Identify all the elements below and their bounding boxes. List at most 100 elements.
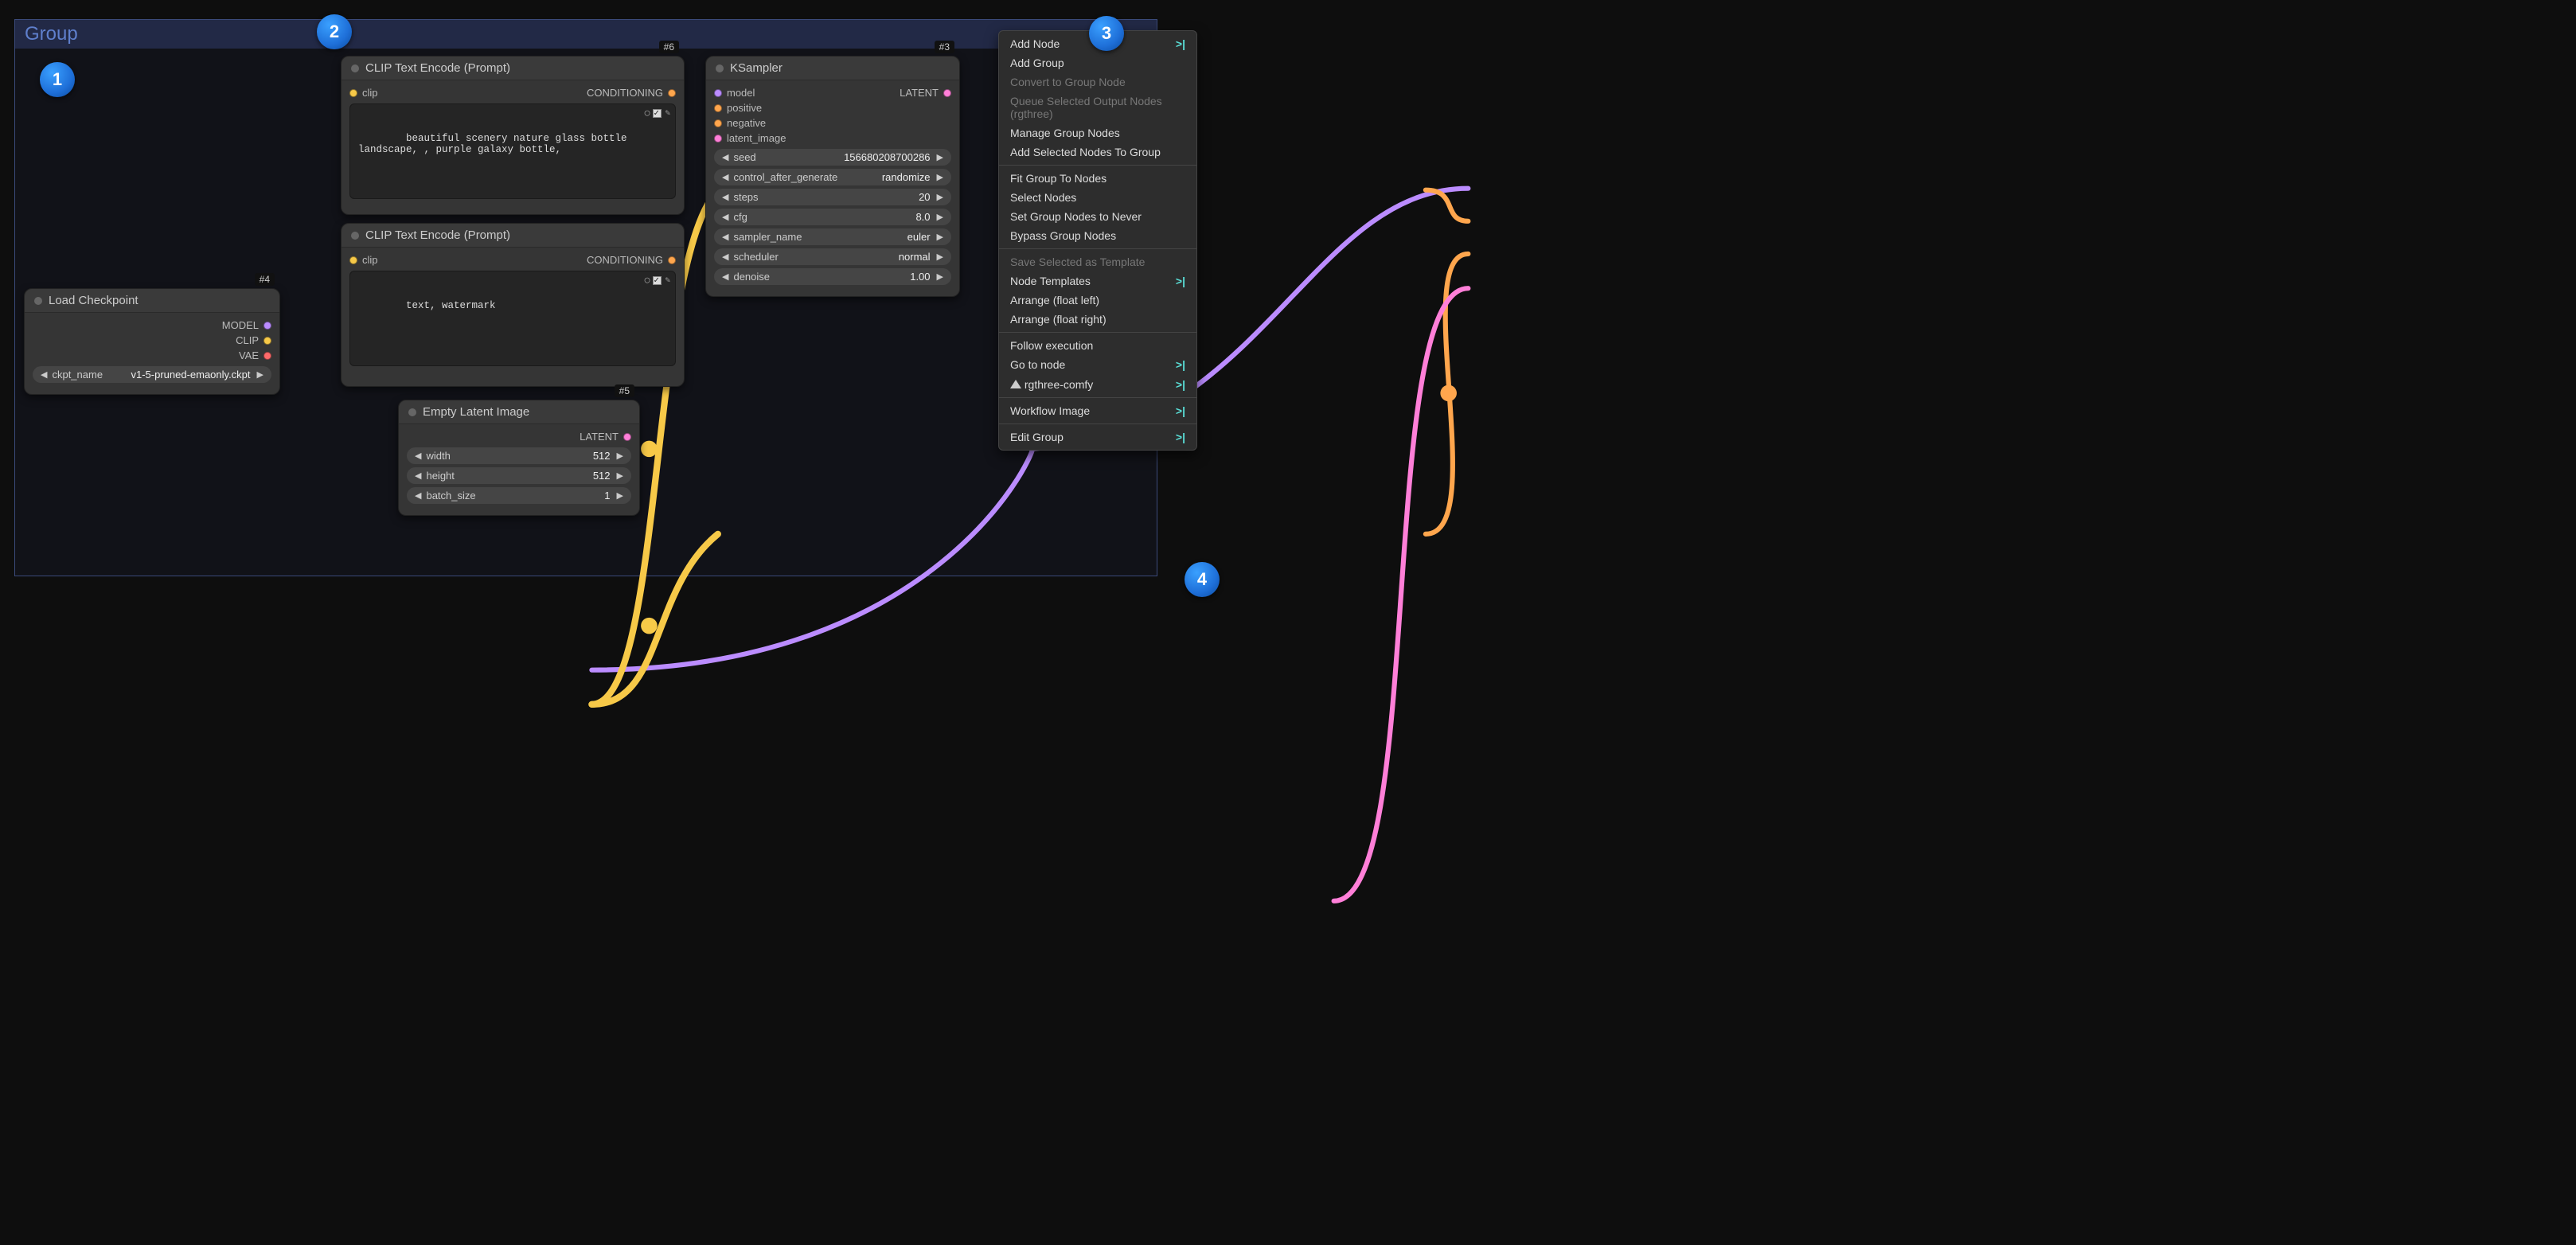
menu-item[interactable]: Workflow Image>| [999, 401, 1196, 420]
output-port[interactable] [623, 433, 631, 441]
arrow-left-icon[interactable]: ◀ [720, 252, 730, 262]
node-ksampler[interactable]: #3 KSampler model LATENT positive negati… [705, 56, 960, 297]
node-header[interactable]: CLIP Text Encode (Prompt) [342, 57, 684, 80]
widget-steps[interactable]: ◀ steps 20 ▶ [714, 189, 951, 205]
menu-item[interactable]: rgthree-comfy>| [999, 374, 1196, 394]
node-header[interactable]: Empty Latent Image [399, 400, 639, 424]
collapse-dot-icon[interactable] [351, 64, 359, 72]
collapse-dot-icon[interactable] [351, 232, 359, 240]
node-header[interactable]: Load Checkpoint [25, 289, 279, 313]
arrow-right-icon[interactable]: ▶ [935, 252, 945, 262]
input-port[interactable] [714, 135, 722, 142]
input-port[interactable] [714, 119, 722, 127]
checkbox-icon[interactable] [653, 109, 662, 118]
output-port[interactable] [263, 352, 271, 360]
widget-width[interactable]: ◀ width 512 ▶ [407, 447, 631, 464]
arrow-left-icon[interactable]: ◀ [720, 212, 730, 222]
arrow-right-icon[interactable]: ▶ [935, 212, 945, 222]
input-port[interactable] [349, 256, 357, 264]
menu-item[interactable]: Bypass Group Nodes [999, 226, 1196, 245]
arrow-left-icon[interactable]: ◀ [39, 369, 49, 380]
output-port[interactable] [668, 89, 676, 97]
node-id-tag: #5 [615, 384, 634, 397]
widget-value: 20 [759, 191, 935, 203]
menu-item[interactable]: Select Nodes [999, 188, 1196, 207]
widget-sampler_name[interactable]: ◀ sampler_name euler ▶ [714, 228, 951, 245]
arrow-right-icon[interactable]: ▶ [935, 271, 945, 282]
input-port[interactable] [349, 89, 357, 97]
node-title: KSampler [730, 61, 783, 75]
output-port[interactable] [263, 322, 271, 330]
menu-item-label: Node Templates [1010, 275, 1091, 287]
arrow-left-icon[interactable]: ◀ [720, 172, 730, 182]
input-port[interactable] [714, 104, 722, 112]
arrow-right-icon[interactable]: ▶ [256, 369, 265, 380]
menu-item[interactable]: Follow execution [999, 336, 1196, 355]
menu-item[interactable]: Arrange (float right) [999, 310, 1196, 329]
arrow-right-icon[interactable]: ▶ [935, 232, 945, 242]
submenu-arrow-icon: >| [1176, 378, 1185, 391]
canvas[interactable]: Group #4 Load Checkpoint MODEL CLIP VAE … [0, 0, 2576, 1245]
output-label: CONDITIONING [587, 87, 663, 99]
menu-item[interactable]: Node Templates>| [999, 271, 1196, 291]
widget-batch_size[interactable]: ◀ batch_size 1 ▶ [407, 487, 631, 504]
edit-icon[interactable]: ✎ [665, 275, 670, 286]
widget-seed[interactable]: ◀ seed 156680208700286 ▶ [714, 149, 951, 166]
node-empty-latent-image[interactable]: #5 Empty Latent Image LATENT ◀ width 512… [398, 400, 640, 516]
input-port[interactable] [714, 89, 722, 97]
arrow-right-icon[interactable]: ▶ [935, 152, 945, 162]
widget-ckpt-name[interactable]: ◀ ckpt_name v1-5-pruned-emaonly.ckpt ▶ [33, 366, 271, 383]
arrow-left-icon[interactable]: ◀ [720, 192, 730, 202]
menu-item-label: Bypass Group Nodes [1010, 229, 1116, 242]
output-port[interactable] [943, 89, 951, 97]
prompt-textarea[interactable]: ◯ ✎ text, watermark [349, 271, 676, 366]
widget-control_after_generate[interactable]: ◀ control_after_generate randomize ▶ [714, 169, 951, 185]
widget-denoise[interactable]: ◀ denoise 1.00 ▶ [714, 268, 951, 285]
menu-item[interactable]: Manage Group Nodes [999, 123, 1196, 142]
node-load-checkpoint[interactable]: #4 Load Checkpoint MODEL CLIP VAE ◀ ckpt… [24, 288, 280, 395]
menu-item[interactable]: Set Group Nodes to Never [999, 207, 1196, 226]
group-title[interactable]: Group [15, 20, 1157, 49]
menu-item-label: Go to node [1010, 358, 1065, 371]
checkbox-icon[interactable] [653, 276, 662, 285]
arrow-right-icon[interactable]: ▶ [615, 451, 625, 461]
menu-separator [999, 332, 1196, 333]
input-label: model [727, 87, 755, 99]
arrow-left-icon[interactable]: ◀ [720, 271, 730, 282]
arrow-right-icon[interactable]: ▶ [615, 490, 625, 501]
menu-item[interactable]: Fit Group To Nodes [999, 169, 1196, 188]
node-header[interactable]: CLIP Text Encode (Prompt) [342, 224, 684, 248]
prompt-textarea[interactable]: ◯ ✎ beautiful scenery nature glass bottl… [349, 103, 676, 199]
menu-item[interactable]: Go to node>| [999, 355, 1196, 374]
collapse-dot-icon[interactable] [716, 64, 724, 72]
menu-item-label: Add Selected Nodes To Group [1010, 146, 1161, 158]
menu-item[interactable]: Add Group [999, 53, 1196, 72]
node-clip-text-encode-positive[interactable]: #6 CLIP Text Encode (Prompt) clip CONDIT… [341, 56, 685, 215]
arrow-left-icon[interactable]: ◀ [720, 232, 730, 242]
input-label: positive [727, 102, 762, 114]
arrow-right-icon[interactable]: ▶ [935, 192, 945, 202]
arrow-left-icon[interactable]: ◀ [413, 451, 423, 461]
arrow-right-icon[interactable]: ▶ [935, 172, 945, 182]
output-port[interactable] [668, 256, 676, 264]
widget-cfg[interactable]: ◀ cfg 8.0 ▶ [714, 209, 951, 225]
collapse-dot-icon[interactable] [34, 297, 42, 305]
widget-scheduler[interactable]: ◀ scheduler normal ▶ [714, 248, 951, 265]
widget-label: ckpt_name [49, 369, 103, 381]
arrow-left-icon[interactable]: ◀ [720, 152, 730, 162]
node-header[interactable]: KSampler [706, 57, 959, 80]
context-menu[interactable]: Add Node>| Add Group Convert to Group No… [998, 30, 1197, 451]
menu-item[interactable]: Add Selected Nodes To Group [999, 142, 1196, 162]
widget-value: 1 [476, 490, 615, 502]
arrow-right-icon[interactable]: ▶ [615, 470, 625, 481]
collapse-dot-icon[interactable] [408, 408, 416, 416]
node-clip-text-encode-negative[interactable]: CLIP Text Encode (Prompt) clip CONDITION… [341, 223, 685, 387]
arrow-left-icon[interactable]: ◀ [413, 470, 423, 481]
menu-item[interactable]: Arrange (float left) [999, 291, 1196, 310]
menu-item: Save Selected as Template [999, 252, 1196, 271]
menu-item[interactable]: Edit Group>| [999, 427, 1196, 447]
widget-height[interactable]: ◀ height 512 ▶ [407, 467, 631, 484]
output-port[interactable] [263, 337, 271, 345]
edit-icon[interactable]: ✎ [665, 107, 670, 119]
arrow-left-icon[interactable]: ◀ [413, 490, 423, 501]
